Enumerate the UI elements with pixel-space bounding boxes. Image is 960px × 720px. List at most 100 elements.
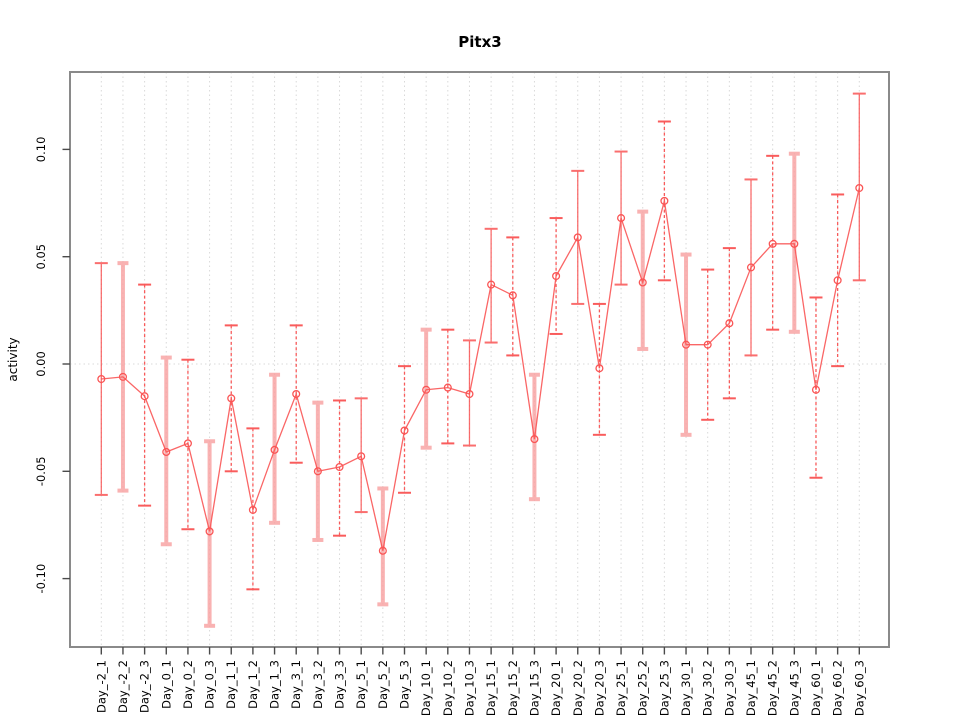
error-bars-layer (94, 92, 866, 628)
series-line-layer (101, 187, 860, 551)
error-bar (441, 328, 455, 445)
data-point (140, 392, 149, 401)
x-tick-label: Day_20_1 (549, 660, 563, 716)
data-point (97, 374, 106, 384)
data-point (183, 439, 192, 448)
data-point (595, 364, 604, 373)
data-point (552, 271, 561, 281)
x-tick-label: Day_25_1 (614, 660, 628, 716)
x-tick-label: Day_15_1 (484, 660, 498, 716)
data-point (855, 183, 864, 193)
x-tick-label: Day_0_1 (159, 660, 173, 709)
x-tick-label: Day_30_3 (722, 660, 736, 716)
data-point (357, 452, 366, 461)
data-point (746, 263, 756, 272)
data-point (725, 319, 734, 328)
x-tick-label: Day_60_2 (831, 660, 845, 716)
y-axis-labels-layer: 0.10 0.05 0.00 -0.05 -0.10 (34, 137, 48, 594)
error-bar (333, 399, 347, 537)
data-point (638, 278, 647, 287)
x-tick-label: Day_25_2 (636, 660, 650, 716)
data-point (487, 280, 496, 289)
x-tick-label: Day_-2_1 (94, 660, 108, 713)
plot-frame-layer (69, 71, 890, 648)
data-point (248, 505, 257, 514)
data-point (422, 385, 431, 394)
x-tick-label: Day_3_1 (289, 660, 303, 709)
data-point (313, 467, 322, 476)
gridlines-layer (70, 72, 889, 647)
data-point (573, 233, 582, 242)
data-point (681, 340, 691, 349)
error-bar (831, 193, 845, 368)
data-point (292, 389, 301, 399)
y-axis-title: activity (6, 337, 20, 381)
data-point (205, 527, 214, 536)
data-point (811, 385, 821, 394)
data-point (400, 426, 409, 435)
x-tick-label: Day_60_3 (852, 660, 866, 716)
x-tick-label: Day_5_3 (397, 660, 411, 709)
series-line (101, 187, 860, 551)
data-point (768, 239, 777, 248)
error-bar (788, 151, 800, 334)
x-tick-label: Day_-2_3 (138, 660, 152, 713)
data-point (227, 394, 236, 403)
data-point (378, 546, 387, 555)
error-bar (138, 283, 152, 507)
x-tick-label: Day_25_3 (657, 660, 671, 716)
data-point (703, 340, 712, 349)
error-bar (246, 427, 260, 591)
x-tick-label: Day_1_2 (246, 660, 260, 709)
x-tick-label: Day_3_3 (333, 660, 347, 709)
data-point (118, 372, 128, 381)
error-bar (766, 154, 780, 331)
error-bar (701, 268, 715, 421)
error-bar (592, 302, 606, 436)
y-tick-label: 0.10 (34, 137, 48, 163)
axis-ticks-layer (62, 148, 860, 655)
data-point (270, 445, 279, 454)
x-tick-label: Day_5_1 (354, 660, 368, 709)
error-bar (354, 397, 368, 514)
x-tick-label: Day_0_3 (203, 660, 217, 709)
data-point (833, 276, 842, 285)
x-tick-label: Day_10_3 (462, 660, 476, 716)
error-bar (722, 247, 736, 400)
x-tick-label: Day_20_3 (592, 660, 606, 716)
x-tick-label: Day_1_3 (268, 660, 282, 709)
x-tick-label: Day_10_1 (419, 660, 433, 716)
y-tick-label: -0.10 (34, 564, 48, 594)
data-point (162, 447, 171, 457)
data-point (335, 462, 344, 472)
data-point (530, 435, 539, 444)
data-point (617, 214, 626, 223)
data-points-layer (97, 183, 864, 555)
error-bar (506, 236, 520, 357)
x-tick-label: Day_3_2 (311, 660, 325, 709)
chart-title: Pitx3 (458, 33, 501, 51)
error-bar (852, 92, 866, 282)
data-point (443, 383, 452, 392)
data-point (790, 239, 799, 248)
x-tick-label: Day_5_2 (376, 660, 390, 709)
x-tick-label: Day_1_1 (224, 660, 238, 709)
x-tick-label: Day_45_2 (766, 660, 780, 716)
x-tick-label: Day_30_2 (701, 660, 715, 716)
x-tick-label: Day_45_1 (744, 660, 758, 716)
data-point (508, 291, 517, 300)
data-point (660, 196, 669, 205)
x-tick-label: Day_45_3 (787, 660, 801, 716)
x-tick-label: Day_30_1 (679, 660, 693, 716)
y-tick-label: 0.00 (34, 351, 48, 377)
x-tick-label: Day_-2_2 (116, 660, 130, 713)
x-tick-label: Day_15_3 (527, 660, 541, 716)
x-axis-labels-layer: Day_-2_1 Day_-2_2 Day_-2_3 Day_0_1 Day_0_2 Da… (94, 660, 866, 716)
error-bar (377, 486, 389, 607)
y-tick-label: 0.05 (34, 244, 48, 270)
x-tick-label: Day_60_1 (809, 660, 823, 716)
y-tick-label: -0.05 (34, 456, 48, 486)
x-tick-label: Day_10_2 (441, 660, 455, 716)
error-bar (204, 439, 216, 628)
